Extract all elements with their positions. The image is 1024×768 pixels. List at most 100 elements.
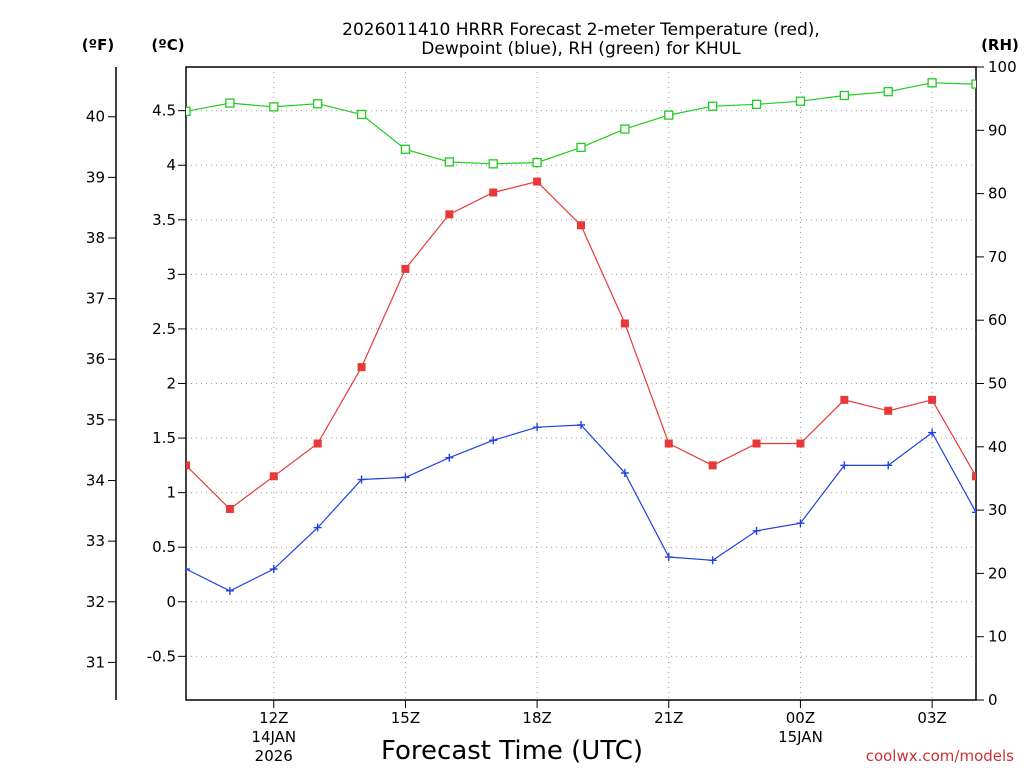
temperature-point xyxy=(796,439,805,448)
chart-title-line1: 2026011410 HRRR Forecast 2-meter Tempera… xyxy=(342,20,820,40)
rh-unit-label: (RH) xyxy=(981,36,1019,54)
fahrenheit-tick-label: 40 xyxy=(86,108,105,126)
temperature-point xyxy=(928,395,937,404)
rh-point xyxy=(313,99,323,109)
chart-title-line2: Dewpoint (blue), RH (green) for KHUL xyxy=(421,39,741,59)
rh-point xyxy=(883,87,893,97)
rh-series xyxy=(186,78,976,169)
rh-point xyxy=(620,124,630,134)
fahrenheit-unit-label: (ºF) xyxy=(82,36,114,54)
celsius-tick-label: 3.5 xyxy=(152,211,176,229)
rh-tick-label: 90 xyxy=(988,121,1007,139)
temperature-point xyxy=(884,406,893,415)
time-tick-label: 21Z xyxy=(654,709,683,727)
rh-point xyxy=(664,110,674,120)
rh-tick-label: 80 xyxy=(988,185,1007,203)
dewpoint-point xyxy=(533,423,542,432)
rh-point xyxy=(356,109,367,120)
celsius-tick-label: 1 xyxy=(166,484,176,502)
celsius-tick-label: 0.5 xyxy=(152,538,176,556)
rh-point xyxy=(708,101,718,111)
grid-lines xyxy=(186,67,976,700)
rh-tick-label: 30 xyxy=(988,501,1007,519)
time-tick-year-label: 2026 xyxy=(255,747,293,765)
rh-tick-label: 40 xyxy=(988,438,1007,456)
time-tick-date-label: 14JAN xyxy=(251,728,296,746)
temperature-point xyxy=(708,461,717,470)
dewpoint-point xyxy=(708,556,717,565)
time-tick-label: 12Z xyxy=(259,709,288,727)
series-layer xyxy=(186,78,976,595)
fahrenheit-tick-label: 31 xyxy=(86,653,105,671)
celsius-tick-label: 2 xyxy=(166,375,176,393)
time-tick-label: 00Z xyxy=(786,709,815,727)
temperature-point xyxy=(357,363,366,372)
celsius-unit-label: (ºC) xyxy=(151,36,184,54)
rh-point xyxy=(576,142,586,153)
dewpoint-point xyxy=(928,428,937,437)
dewpoint-point xyxy=(445,453,454,462)
rh-point xyxy=(971,79,976,89)
fahrenheit-tick-label: 32 xyxy=(86,593,105,611)
temperature-point xyxy=(401,264,410,273)
temperature-point xyxy=(225,505,234,514)
x-axis-label: Forecast Time (UTC) xyxy=(381,736,643,766)
time-tick-label: 18Z xyxy=(522,709,551,727)
dewpoint-point xyxy=(752,526,761,535)
temperature-point xyxy=(269,472,278,481)
dewpoint-point xyxy=(620,468,629,477)
fahrenheit-tick-label: 39 xyxy=(86,168,105,186)
fahrenheit-tick-label: 34 xyxy=(86,472,105,490)
celsius-tick-label: 4 xyxy=(166,156,176,174)
dewpoint-point xyxy=(225,586,234,595)
dewpoint-point xyxy=(840,461,849,470)
rh-tick-label: 0 xyxy=(988,691,998,709)
celsius-tick-label: 4.5 xyxy=(152,102,176,120)
celsius-tick-label: 1.5 xyxy=(152,429,176,447)
celsius-tick-label: -0.5 xyxy=(147,647,176,665)
celsius-tick-label: 3 xyxy=(166,265,176,283)
dewpoint-point xyxy=(269,565,278,574)
temperature-point xyxy=(577,221,585,230)
celsius-tick-label: 2.5 xyxy=(152,320,176,338)
rh-point xyxy=(225,98,235,108)
rh-point xyxy=(795,96,806,106)
dewpoint-point xyxy=(796,519,805,528)
dewpoint-point xyxy=(186,565,190,574)
dewpoint-point xyxy=(313,523,322,532)
temperature-point xyxy=(445,210,454,219)
fahrenheit-axis-ticks: 31 32 33 34 35 36 37 38 39 40 xyxy=(86,108,116,671)
temperature-point xyxy=(752,439,761,448)
celsius-tick-label: 0 xyxy=(166,593,176,611)
credit-text: coolwx.com/models xyxy=(866,747,1014,765)
rh-point xyxy=(751,99,762,109)
temperature-point xyxy=(313,439,322,448)
fahrenheit-tick-label: 36 xyxy=(86,350,105,368)
temperature-point xyxy=(620,319,629,328)
temperature-point xyxy=(533,177,542,186)
fahrenheit-tick-label: 35 xyxy=(86,411,105,429)
rh-axis-ticks: 0 10 20 30 40 50 60 70 80 90 100 xyxy=(976,58,1017,709)
dewpoint-series xyxy=(186,420,976,595)
temperature-point xyxy=(972,472,976,481)
rh-tick-label: 100 xyxy=(988,58,1017,76)
temperature-point xyxy=(186,461,190,470)
fahrenheit-tick-label: 33 xyxy=(86,532,105,550)
rh-tick-label: 60 xyxy=(988,311,1007,329)
dewpoint-point xyxy=(401,473,410,482)
dewpoint-point xyxy=(972,508,976,517)
dewpoint-point xyxy=(357,475,366,484)
rh-point xyxy=(186,106,191,116)
rh-point xyxy=(269,102,279,112)
dewpoint-point xyxy=(884,461,893,470)
dewpoint-point xyxy=(577,420,585,429)
rh-tick-label: 20 xyxy=(988,564,1007,582)
rh-point xyxy=(444,157,454,167)
dewpoint-point xyxy=(664,553,673,562)
time-tick-label: 15Z xyxy=(391,709,420,727)
dewpoint-point xyxy=(489,436,498,445)
time-tick-label: 03Z xyxy=(917,709,946,727)
rh-tick-label: 50 xyxy=(988,375,1007,393)
